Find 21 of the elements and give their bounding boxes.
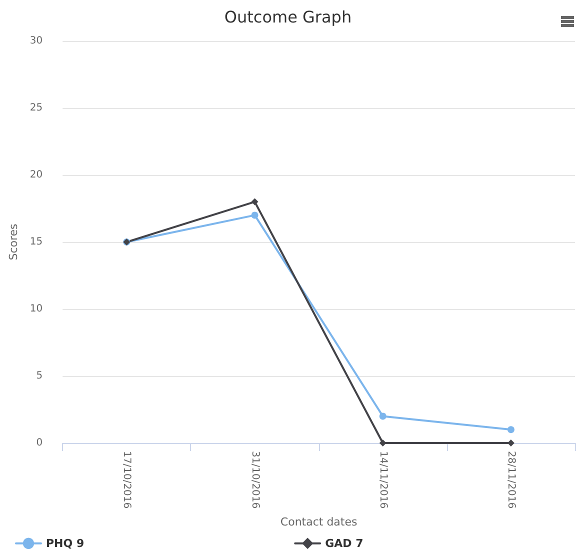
- x-tick-label: 14/11/2016: [377, 451, 388, 509]
- x-axis-title: Contact dates: [280, 516, 358, 529]
- y-tick-label: 30: [30, 36, 43, 46]
- legend-label: GAD 7: [325, 536, 364, 550]
- point: [251, 212, 258, 219]
- x-tick-label: 17/10/2016: [121, 451, 132, 509]
- y-tick-label: 0: [36, 438, 43, 448]
- y-tick-label: 10: [30, 304, 43, 314]
- y-axis-title: Scores: [7, 223, 20, 260]
- legend-label: PHQ 9: [46, 536, 84, 550]
- y-tick-label: 15: [30, 236, 43, 248]
- y-tick-label: 25: [30, 102, 43, 114]
- x-tick-label: 28/11/2016: [505, 451, 516, 509]
- point: [379, 440, 386, 446]
- x-tick-label: 31/10/2016: [249, 451, 260, 509]
- point: [251, 198, 258, 206]
- point: [507, 426, 514, 434]
- chart-title: Outcome Graph: [224, 8, 352, 26]
- point: [379, 412, 386, 420]
- y-tick-label: 5: [36, 370, 43, 382]
- y-tick-label: 20: [30, 170, 43, 180]
